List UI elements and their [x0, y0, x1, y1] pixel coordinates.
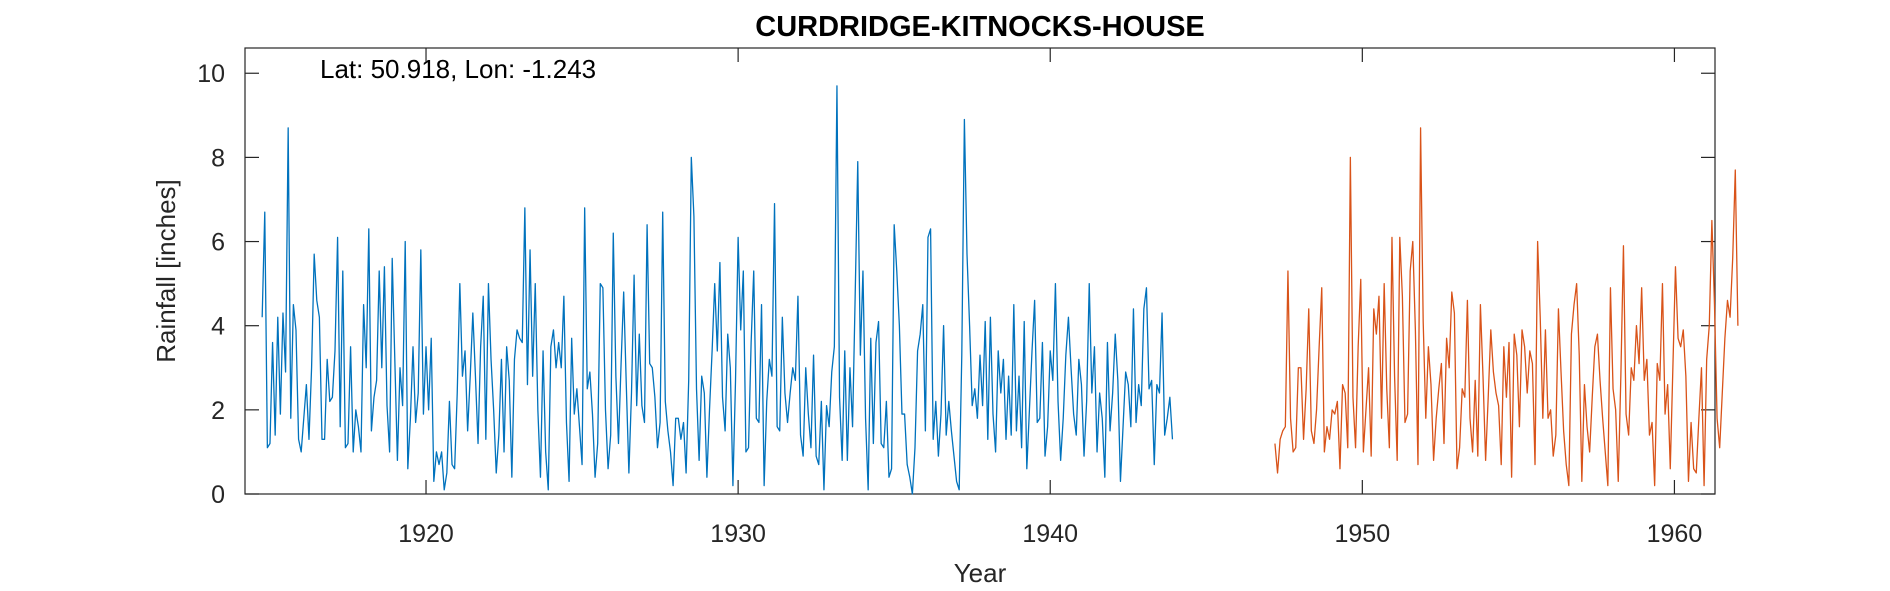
y-axis-label: Rainfall [inches]	[151, 179, 181, 363]
x-axis-label: Year	[954, 558, 1007, 588]
x-tick-label-0: 1920	[398, 520, 454, 548]
y-tick-label-2: 4	[211, 313, 225, 341]
chart-title: CURDRIDGE-KITNOCKS-HOUSE	[755, 11, 1205, 43]
y-tick-label-1: 2	[211, 397, 225, 425]
axis-ticks: 1920 1930 1940 1950 1960 0 2 4 6 8 10	[197, 48, 1715, 548]
series-line-1	[261, 85, 1174, 495]
x-tick-label-2: 1940	[1022, 520, 1078, 548]
x-tick-label-3: 1950	[1335, 520, 1391, 548]
y-tick-label-3: 6	[211, 229, 225, 257]
y-tick-label-5: 10	[197, 60, 225, 88]
data-lines	[261, 85, 1739, 495]
location-annotation: Lat: 50.918, Lon: -1.243	[320, 54, 596, 84]
y-tick-label-4: 8	[211, 144, 225, 172]
series-line-2	[1274, 127, 1739, 487]
x-tick-label-4: 1960	[1647, 520, 1703, 548]
y-tick-label-0: 0	[211, 481, 225, 509]
plot-area	[244, 47, 1716, 495]
x-tick-label-1: 1930	[710, 520, 766, 548]
